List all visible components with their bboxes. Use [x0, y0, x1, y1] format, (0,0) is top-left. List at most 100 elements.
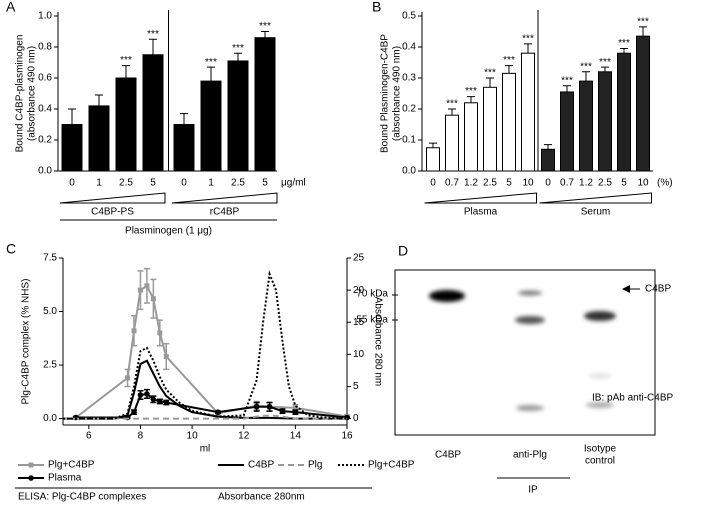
- y2-tick-label: 10: [353, 349, 365, 360]
- marker: [266, 404, 273, 410]
- probe-label: IB: pAb anti-C4BP: [592, 393, 673, 404]
- group-label: IP: [528, 485, 538, 496]
- bar: [636, 35, 650, 172]
- wedge: [171, 192, 278, 204]
- band: [516, 405, 544, 411]
- bar: [88, 105, 110, 172]
- significance: ***: [484, 68, 496, 79]
- marker: [150, 396, 157, 403]
- bar: [541, 148, 555, 172]
- y-tick-label: 0.6: [38, 73, 52, 84]
- bar: [142, 54, 164, 172]
- significance: ***: [580, 61, 592, 72]
- x-tick-label: 0: [430, 178, 436, 189]
- error-bar: [261, 31, 269, 38]
- marker: [144, 391, 150, 397]
- bar: [445, 114, 459, 172]
- group-label: rC4BP: [210, 207, 240, 218]
- y-axis-label: Bound Plasminogen-C4BP: [380, 34, 391, 153]
- y-tick-label: 0.3: [402, 73, 416, 84]
- marker: [215, 409, 221, 415]
- x-tick-label: 12: [238, 431, 250, 442]
- bar: [173, 124, 195, 172]
- significance: ***: [522, 34, 534, 45]
- y-tick-label: 0.4: [38, 104, 52, 115]
- marker: [163, 353, 169, 359]
- wedge: [424, 192, 537, 204]
- error-bar: [122, 65, 130, 78]
- bar: [200, 80, 222, 172]
- marker: [157, 330, 163, 336]
- bar: [502, 72, 516, 172]
- y-tick-label: 0.8: [38, 42, 52, 53]
- y2-tick-label: 5: [353, 381, 359, 392]
- error-bar: [68, 108, 76, 125]
- marker: [157, 398, 163, 405]
- blot: 70 kDa 55 kDa C4BP IB: pAb anti-C4BP C4B…: [356, 269, 673, 496]
- error-bar: [524, 43, 532, 54]
- legend-title: ELISA: Plg-C4BP complexes: [18, 492, 146, 503]
- significance: ***: [618, 38, 630, 49]
- significance: ***: [259, 21, 271, 32]
- x-tick-label: 10: [187, 431, 199, 442]
- significance: ***: [561, 75, 573, 86]
- y-tick-label: 0.2: [38, 135, 52, 146]
- y-tick-label: 0.5: [402, 11, 416, 22]
- bar: [61, 124, 83, 172]
- series-line: [63, 414, 347, 420]
- y2-tick-label: 25: [353, 253, 365, 264]
- x-tick-label: 5: [150, 178, 156, 189]
- bar: [115, 77, 137, 172]
- y-tick-label: 0.0: [402, 166, 416, 177]
- error-bar: [544, 144, 552, 150]
- bar: [426, 147, 440, 172]
- y2-tick-label: 0: [353, 413, 359, 424]
- arrow-label: C4BP: [645, 284, 671, 295]
- legend-label: Plg+C4BP: [48, 460, 95, 471]
- marker: [131, 409, 137, 415]
- panel-label: D: [398, 243, 408, 259]
- legend-label: Plg: [308, 460, 322, 471]
- marker-label: 55 kDa: [356, 315, 388, 326]
- wedge: [59, 192, 166, 204]
- lane-label: anti-Plg: [513, 450, 547, 461]
- error-bar: [563, 85, 571, 92]
- group-label: C4BP-PS: [91, 207, 134, 218]
- y-tick-label: 0.0: [38, 166, 52, 177]
- bar: [598, 71, 612, 172]
- bar: [227, 60, 249, 172]
- y-axis-label: Plg-C4BP complex (% NHS): [21, 279, 32, 405]
- x-axis-label: ml: [200, 444, 211, 455]
- lane-label: control: [585, 456, 615, 467]
- x-tick-label: 6: [86, 431, 92, 442]
- error-bar: [448, 108, 456, 116]
- error-bar: [601, 66, 609, 72]
- y-axis-label: (absorbance 490 nm): [27, 46, 38, 141]
- band: [518, 290, 542, 296]
- x-unit: (%): [657, 178, 673, 189]
- marker: [131, 328, 137, 334]
- marker: [137, 392, 144, 398]
- arrow-head: [622, 285, 630, 293]
- series-line: [75, 284, 348, 419]
- x-tick-label: 0: [545, 178, 551, 189]
- x-tick-label: 0: [69, 178, 75, 189]
- significance: ***: [446, 99, 458, 110]
- panel-label: B: [372, 0, 381, 15]
- y-tick-label: 7.5: [43, 253, 57, 264]
- y2-axis-label: Absorbance 280 nm: [372, 297, 383, 387]
- error-bar: [505, 65, 513, 74]
- legend-marker: [28, 462, 34, 468]
- legend-marker: [28, 475, 34, 481]
- error-bar: [467, 96, 475, 103]
- y-tick-label: 1.0: [38, 11, 52, 22]
- band: [588, 374, 612, 378]
- error-bar: [95, 94, 103, 106]
- error-bar: [149, 38, 157, 55]
- x-tick-label: 2.5: [119, 178, 133, 189]
- bar: [617, 52, 631, 172]
- error-bar: [582, 71, 590, 82]
- marker: [253, 404, 260, 410]
- y-tick-label: 2.5: [43, 360, 57, 371]
- bar: [560, 91, 574, 172]
